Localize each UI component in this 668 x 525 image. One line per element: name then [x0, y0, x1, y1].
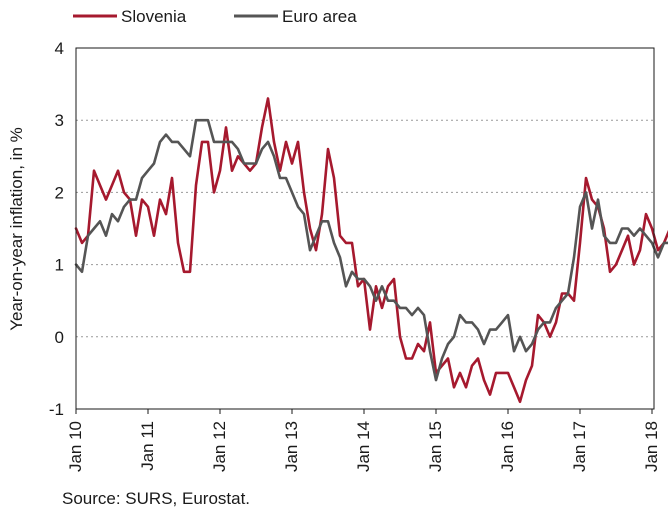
- x-tick-label-3: Jan 13: [282, 421, 301, 472]
- y-tick-label-3: 2: [55, 183, 64, 202]
- x-tick-label-0: Jan 10: [66, 421, 85, 472]
- x-tick-label-8: Jan 18: [642, 421, 661, 472]
- legend-label-1: Euro area: [282, 7, 357, 26]
- x-tick-label-5: Jan 15: [426, 421, 445, 472]
- legend: Slovenia Euro area: [73, 7, 357, 26]
- y-tick-labels: -1 0 1 2 3 4: [49, 39, 64, 419]
- x-tick-label-2: Jan 12: [210, 421, 229, 472]
- series-line-slovenia: [74, 97, 668, 404]
- y-axis-label: Year-on-year inflation, in %: [7, 127, 26, 331]
- gridlines: [76, 119, 654, 338]
- y-tick-label-1: 0: [55, 328, 64, 347]
- y-tick-label-4: 3: [55, 111, 64, 130]
- y-tick-label-0: -1: [49, 400, 64, 419]
- legend-label-0: Slovenia: [121, 7, 187, 26]
- series-lines: [74, 97, 668, 404]
- x-tick-label-4: Jan 14: [354, 421, 373, 472]
- x-tick-label-1: Jan 11: [138, 421, 157, 471]
- x-tick-label-7: Jan 17: [570, 421, 589, 472]
- x-tick-label-6: Jan 16: [498, 421, 517, 472]
- series-line-euro-area: [74, 118, 668, 382]
- y-tick-label-5: 4: [55, 39, 64, 58]
- plot-frame: [75, 47, 655, 410]
- y-tick-label-2: 1: [55, 256, 64, 275]
- axes: [75, 47, 655, 414]
- x-tick-labels: Jan 10 Jan 11 Jan 12 Jan 13 Jan 14 Jan 15 Jan …: [66, 421, 661, 472]
- source-note: Source: SURS, Eurostat.: [62, 489, 251, 508]
